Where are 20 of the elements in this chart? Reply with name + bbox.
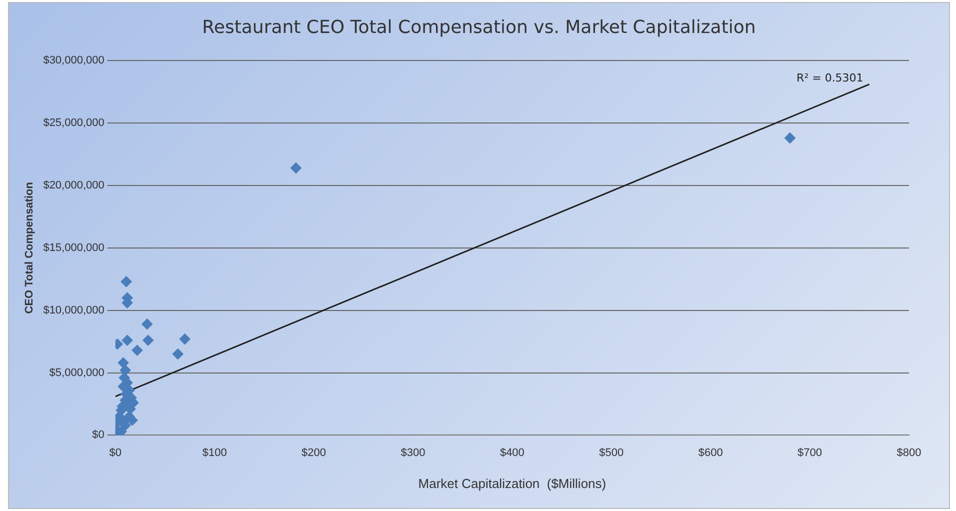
y-tick-label: $5,000,000 xyxy=(49,366,104,379)
x-tick-label: $0 xyxy=(109,446,122,459)
chart-title: Restaurant CEO Total Compensation vs. Market Capitalization xyxy=(201,17,757,38)
x-tick-label: $700 xyxy=(798,446,822,459)
y-tick-label: $25,000,000 xyxy=(43,117,104,130)
x-tick-label: $100 xyxy=(202,446,227,459)
y-tick-label: $0 xyxy=(92,429,104,442)
y-tick-label: $20,000,000 xyxy=(43,180,104,192)
y-tick-label: $10,000,000 xyxy=(43,304,104,316)
y-tick-label: $15,000,000 xyxy=(43,242,104,254)
y-axis-title: CEO Total Compensation xyxy=(24,182,36,314)
x-tick-label: $600 xyxy=(698,446,723,459)
y-tick-label: $30,000,000 xyxy=(43,54,104,67)
x-tick-label: $300 xyxy=(400,446,426,459)
x-axis-title: Market Capitalization ($Millions) xyxy=(418,476,606,491)
x-tick-label: $500 xyxy=(599,446,624,459)
x-tick-label: $800 xyxy=(896,446,922,459)
x-tick-label: $400 xyxy=(500,446,524,459)
x-tick-label: $200 xyxy=(302,446,326,459)
annotation: R² = 0.5301 xyxy=(796,72,864,85)
